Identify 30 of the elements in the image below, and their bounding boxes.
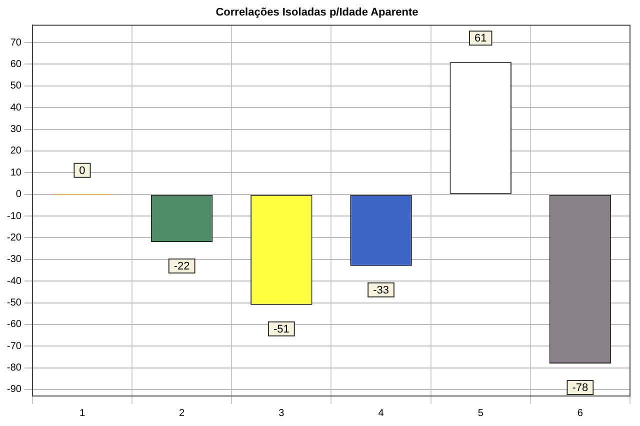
y-tick-label: -10 — [7, 210, 22, 222]
data-label: 61 — [474, 32, 487, 45]
data-label: -78 — [572, 382, 588, 394]
y-tick-label: 50 — [10, 80, 22, 92]
x-tick-label: 4 — [378, 408, 384, 419]
x-tick-label: 1 — [79, 408, 86, 419]
y-tick-label: -30 — [7, 254, 22, 266]
y-tick-label: 0 — [16, 189, 22, 200]
y-tick-label: -70 — [7, 340, 22, 352]
y-tick-label: -90 — [7, 384, 22, 396]
data-label: -51 — [273, 323, 290, 336]
y-tick-label: 60 — [10, 58, 22, 70]
y-tick-label: 10 — [10, 167, 22, 178]
y-tick-label: 20 — [10, 146, 22, 157]
y-tick-label: 70 — [10, 37, 22, 48]
y-tick-label: -60 — [7, 319, 22, 330]
y-tick-label: -20 — [7, 232, 22, 244]
x-tick-label: 5 — [478, 408, 484, 419]
data-label: -22 — [174, 260, 190, 273]
x-tick-label: 2 — [179, 408, 186, 419]
data-label: -33 — [373, 284, 389, 296]
y-tick-label: -80 — [7, 362, 22, 374]
x-tick-label: 3 — [278, 408, 285, 419]
y-tick-label: 40 — [10, 102, 22, 114]
y-tick-label: 30 — [10, 124, 22, 136]
y-tick-label: -50 — [7, 298, 22, 309]
x-tick-label: 6 — [577, 408, 584, 419]
data-label: 0 — [79, 164, 86, 177]
y-tick-label: -40 — [7, 276, 22, 287]
chart-title: Correlações Isoladas p/Idade Aparente — [216, 6, 418, 19]
